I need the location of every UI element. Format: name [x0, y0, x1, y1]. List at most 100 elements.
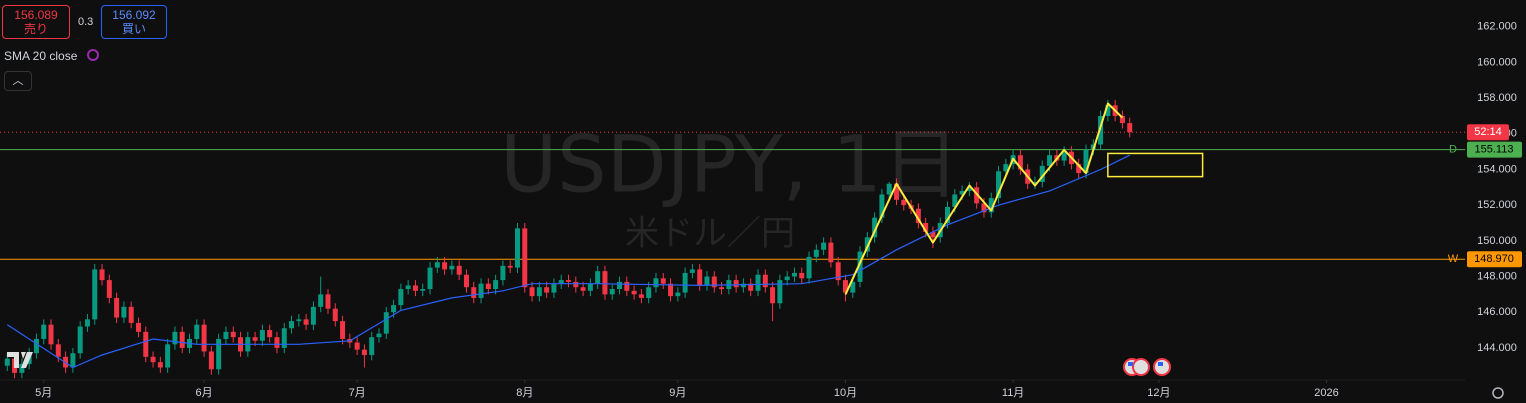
candle-body [864, 237, 870, 252]
candle-body [157, 362, 163, 368]
candle-body [566, 280, 572, 282]
event-flags[interactable] [1123, 358, 1171, 376]
price-line-tag: W [1448, 253, 1459, 265]
collapse-button[interactable]: ︿ [4, 71, 32, 91]
candle-body [318, 294, 324, 307]
candle-body [281, 328, 287, 348]
candle-body [872, 217, 878, 238]
x-tick-label: 9月 [669, 387, 686, 399]
candle-body [631, 290, 637, 295]
candle-body [1032, 181, 1038, 184]
x-tick-label: 8月 [516, 387, 533, 399]
candle-body [223, 331, 229, 339]
x-tick-label: 6月 [196, 387, 213, 399]
y-tick-label: 152.000 [1477, 199, 1517, 211]
candle-body [289, 321, 295, 329]
candle-body [449, 265, 455, 270]
candle-body [762, 274, 768, 288]
candle-body [1127, 123, 1133, 133]
candle-body [70, 353, 76, 368]
candle-body [682, 272, 688, 293]
candle-body [617, 281, 623, 290]
settings-icon[interactable] [1492, 387, 1504, 399]
y-tick-label: 162.000 [1477, 21, 1517, 33]
target-box [1107, 152, 1204, 178]
candle-body [114, 297, 120, 318]
candle-body [646, 287, 652, 298]
candle-body [383, 312, 389, 334]
candle-body [740, 283, 746, 288]
candle-body [952, 194, 958, 207]
candle-body [463, 274, 469, 288]
candle-body [252, 337, 258, 341]
buy-label: 買い [121, 22, 146, 36]
candle-body [711, 276, 717, 288]
buy-button[interactable]: 156.092 買い [101, 5, 167, 39]
candle-body [478, 283, 484, 298]
candle-body [128, 306, 134, 323]
candle-body [930, 231, 936, 238]
candle-body [208, 351, 214, 370]
spread: 0.3 [78, 16, 94, 28]
candle-body [777, 280, 783, 304]
candle-body [828, 242, 834, 263]
candle-body [791, 272, 797, 277]
candle-body [945, 206, 951, 224]
candle-body [493, 280, 499, 290]
candle-body [274, 337, 280, 348]
candle-body [915, 208, 921, 224]
sell-price: 156.089 [14, 8, 58, 22]
candle-body [456, 265, 462, 275]
x-tick-label: 10月 [834, 387, 857, 399]
candle-body [923, 223, 929, 232]
candle-body [959, 190, 965, 195]
candle-body [420, 289, 426, 291]
candle-body [544, 287, 550, 293]
candle-body [19, 363, 25, 373]
y-tick-label: 154.000 [1477, 163, 1517, 175]
candle-body [988, 198, 994, 213]
candle-body [733, 280, 739, 288]
candle-body [1003, 164, 1009, 172]
countdown-badge [1467, 124, 1509, 141]
candle-body [106, 280, 112, 298]
candle-body [1061, 151, 1067, 161]
candle-body [4, 358, 10, 366]
candle-body [361, 349, 367, 356]
candle-body [595, 271, 601, 284]
candle-body [172, 331, 178, 345]
candle-body [1105, 105, 1111, 116]
indicator-legend[interactable]: SMA 20 close [4, 49, 78, 63]
candle-body [150, 356, 156, 363]
candle-body [558, 280, 564, 284]
watermark-subtitle: 米ドル／円 [625, 214, 795, 254]
buy-price: 156.092 [112, 8, 156, 22]
y-tick-label: 158.000 [1477, 92, 1517, 104]
candle-body [1076, 164, 1082, 174]
candle-body [143, 331, 149, 357]
candle-body [398, 289, 404, 306]
candle-body [1047, 155, 1053, 166]
candle-body [296, 319, 302, 322]
candle-body [354, 342, 360, 350]
candle-body [587, 283, 593, 291]
logo [7, 352, 33, 368]
candle-body [84, 319, 90, 327]
candle-body [813, 249, 819, 257]
candle-body [835, 262, 841, 281]
candle-body [99, 269, 105, 281]
candle-body [230, 331, 236, 338]
candle-body [507, 265, 513, 268]
candle-body [376, 333, 382, 338]
sell-button[interactable]: 156.089 売り [2, 5, 70, 39]
candle-body [529, 287, 535, 297]
candle-body [580, 287, 586, 291]
candle-body [201, 324, 207, 352]
candle-body [48, 324, 54, 345]
candle-body [981, 203, 987, 213]
candle-body [1098, 115, 1104, 145]
candle-body [886, 183, 892, 195]
x-tick-label: 12月 [1147, 387, 1170, 399]
